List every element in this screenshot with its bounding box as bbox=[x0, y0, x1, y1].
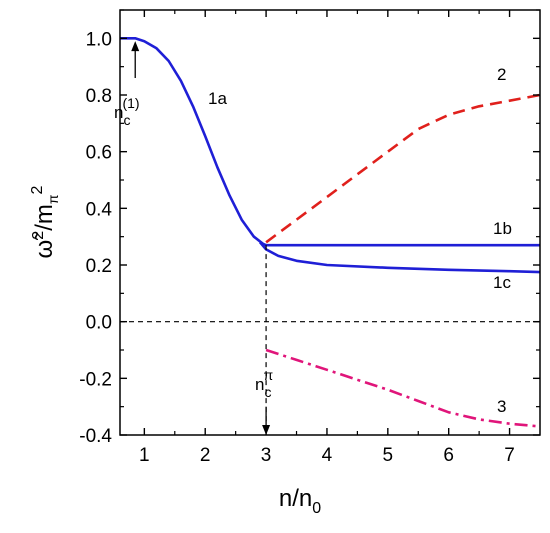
x-tick-label: 2 bbox=[200, 445, 211, 466]
axis-ticks: 1 2 3 4 5 6 7 -0.4 -0.2 0.0 0.2 0.4 0.6 0.8 1.0 bbox=[79, 9, 540, 466]
y-tick-label: 0.8 bbox=[86, 86, 112, 107]
x-tick-label: 4 bbox=[322, 445, 333, 466]
reference-lines bbox=[120, 245, 540, 435]
x-tick-label: 1 bbox=[139, 445, 150, 466]
curve-label-3: 3 bbox=[497, 397, 506, 416]
y-tick-label: 0.6 bbox=[86, 143, 112, 164]
annotation-label: ncπ bbox=[255, 367, 273, 400]
annotations: nc(1) ncπ bbox=[114, 41, 273, 435]
curve-labels: 1a 1b 1c 2 3 bbox=[208, 65, 512, 416]
curves bbox=[120, 37, 541, 428]
curve-label-1b: 1b bbox=[493, 219, 512, 238]
plot-frame bbox=[119, 9, 541, 436]
y-axis-title: ω̃2/mπ2 bbox=[29, 185, 61, 258]
annotation-label: nc(1) bbox=[114, 95, 140, 128]
x-tick-label: 5 bbox=[383, 445, 394, 466]
x-tick-label: 6 bbox=[443, 445, 454, 466]
series-line-3 bbox=[265, 348, 541, 428]
annotation-arrow-head bbox=[131, 41, 140, 52]
x-tick-label: 3 bbox=[261, 445, 272, 466]
y-tick-label: 0.0 bbox=[86, 313, 112, 334]
x-axis-title: n/n0 bbox=[279, 485, 321, 517]
series-line-1c bbox=[259, 241, 541, 274]
y-tick-label: -0.4 bbox=[79, 426, 112, 447]
y-tick-label: -0.2 bbox=[79, 369, 112, 390]
series-line-2 bbox=[265, 93, 541, 244]
y-tick-label: 0.2 bbox=[86, 256, 112, 277]
curve-label-2: 2 bbox=[497, 65, 506, 84]
y-tick-label: 1.0 bbox=[86, 29, 112, 50]
annotation-arrow-head bbox=[262, 425, 271, 435]
curve-label-1a: 1a bbox=[208, 89, 227, 108]
curve-label-1c: 1c bbox=[493, 273, 511, 292]
x-tick-label: 7 bbox=[504, 445, 515, 466]
y-tick-label: 0.4 bbox=[86, 199, 113, 220]
series-line-1a bbox=[120, 37, 267, 247]
